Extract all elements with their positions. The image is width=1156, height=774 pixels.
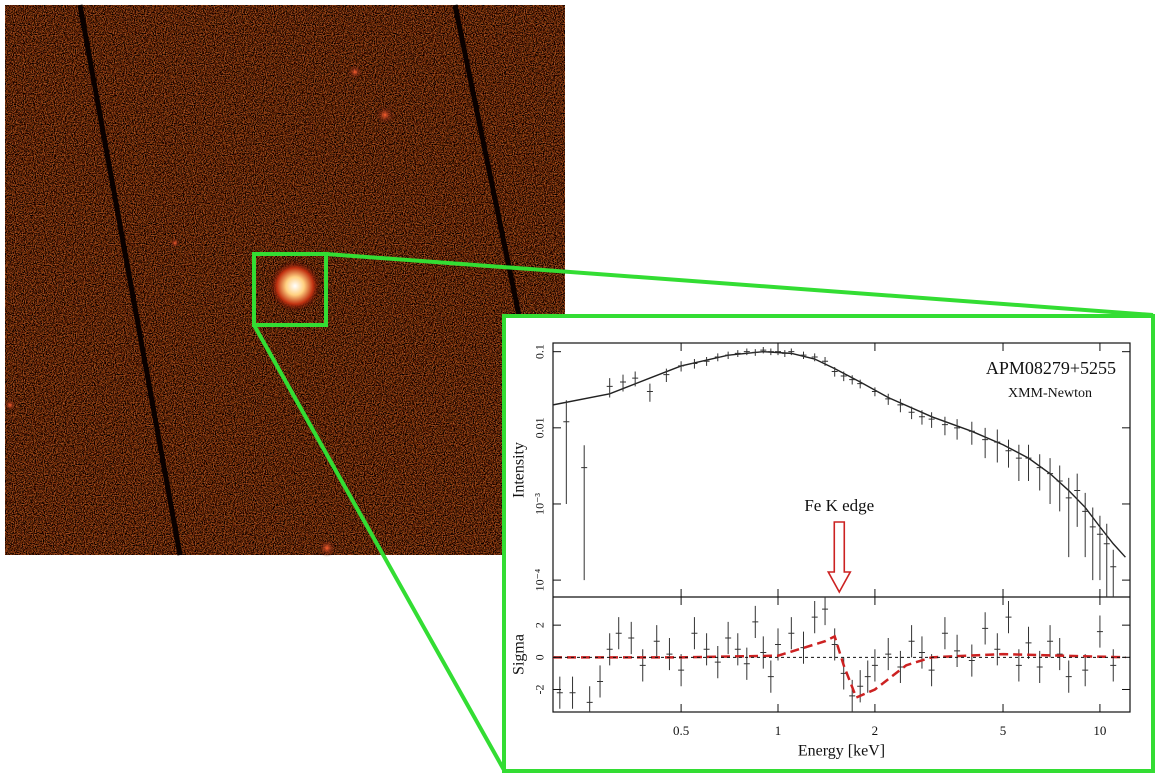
annotation: Fe K edge [804, 496, 874, 515]
x-tick-label: 10 [1093, 723, 1106, 738]
y-tick-label: -2 [533, 684, 547, 694]
x-tick-label: 0.5 [673, 723, 689, 738]
sky-image [4, 5, 565, 557]
y-tick-label: 0.1 [533, 344, 547, 359]
x-tick-label: 2 [872, 723, 879, 738]
y-tick-label: 0 [533, 654, 547, 660]
y-tick-label: 2 [533, 622, 547, 628]
y-tick-label: 10⁻⁴ [533, 569, 547, 592]
annotation: APM08279+5255 [986, 358, 1116, 378]
x-tick-label: 1 [775, 723, 782, 738]
y-tick-label: 10⁻³ [533, 493, 547, 515]
figure: 0.1 0.01 10⁻³ 10⁻⁴ Intensity APM08279+5255 XMM… [0, 0, 1156, 774]
x-axis-label: Energy [keV] [798, 743, 885, 760]
x-tick-label: 5 [1000, 723, 1007, 738]
y-axis-label: Sigma [511, 634, 528, 675]
y-axis-label: Intensity [511, 442, 528, 498]
y-tick-label: 0.01 [533, 417, 547, 438]
annotation: XMM-Newton [1008, 386, 1092, 401]
